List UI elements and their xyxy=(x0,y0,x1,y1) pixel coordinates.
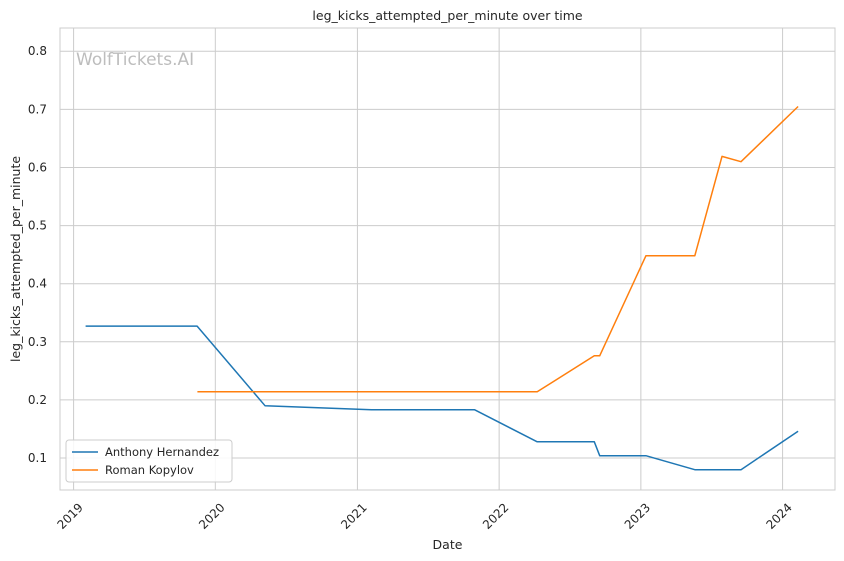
y-tick-labels: 0.1 0.2 0.3 0.4 0.5 0.6 0.7 0.8 xyxy=(28,44,47,465)
y-tick-label: 0.5 xyxy=(28,219,47,233)
series-line-roman-kopylov xyxy=(197,105,799,393)
y-tick-label: 0.6 xyxy=(28,160,47,174)
legend: Anthony Hernandez Roman Kopylov xyxy=(65,439,233,483)
legend-label: Anthony Hernandez xyxy=(105,445,219,459)
y-tick-label: 0.7 xyxy=(28,102,47,116)
y-tick-label: 0.3 xyxy=(28,335,47,349)
legend-label: Roman Kopylov xyxy=(105,463,194,477)
plot-frame xyxy=(59,27,836,491)
chart-title: leg_kicks_attempted_per_minute over time xyxy=(312,8,582,23)
watermark-text: WolfTickets.AI xyxy=(76,50,194,70)
series-lines xyxy=(85,105,799,471)
plot-area xyxy=(60,28,835,490)
x-axis-label: Date xyxy=(433,537,463,552)
y-tick-label: 0.1 xyxy=(28,451,47,465)
y-axis-label: leg_kicks_attempted_per_minute xyxy=(8,156,23,362)
y-tick-label: 0.2 xyxy=(28,393,47,407)
legend-box xyxy=(65,439,233,483)
y-tick-label: 0.8 xyxy=(28,44,47,58)
gridlines xyxy=(60,28,835,490)
y-tick-label: 0.4 xyxy=(28,277,47,291)
